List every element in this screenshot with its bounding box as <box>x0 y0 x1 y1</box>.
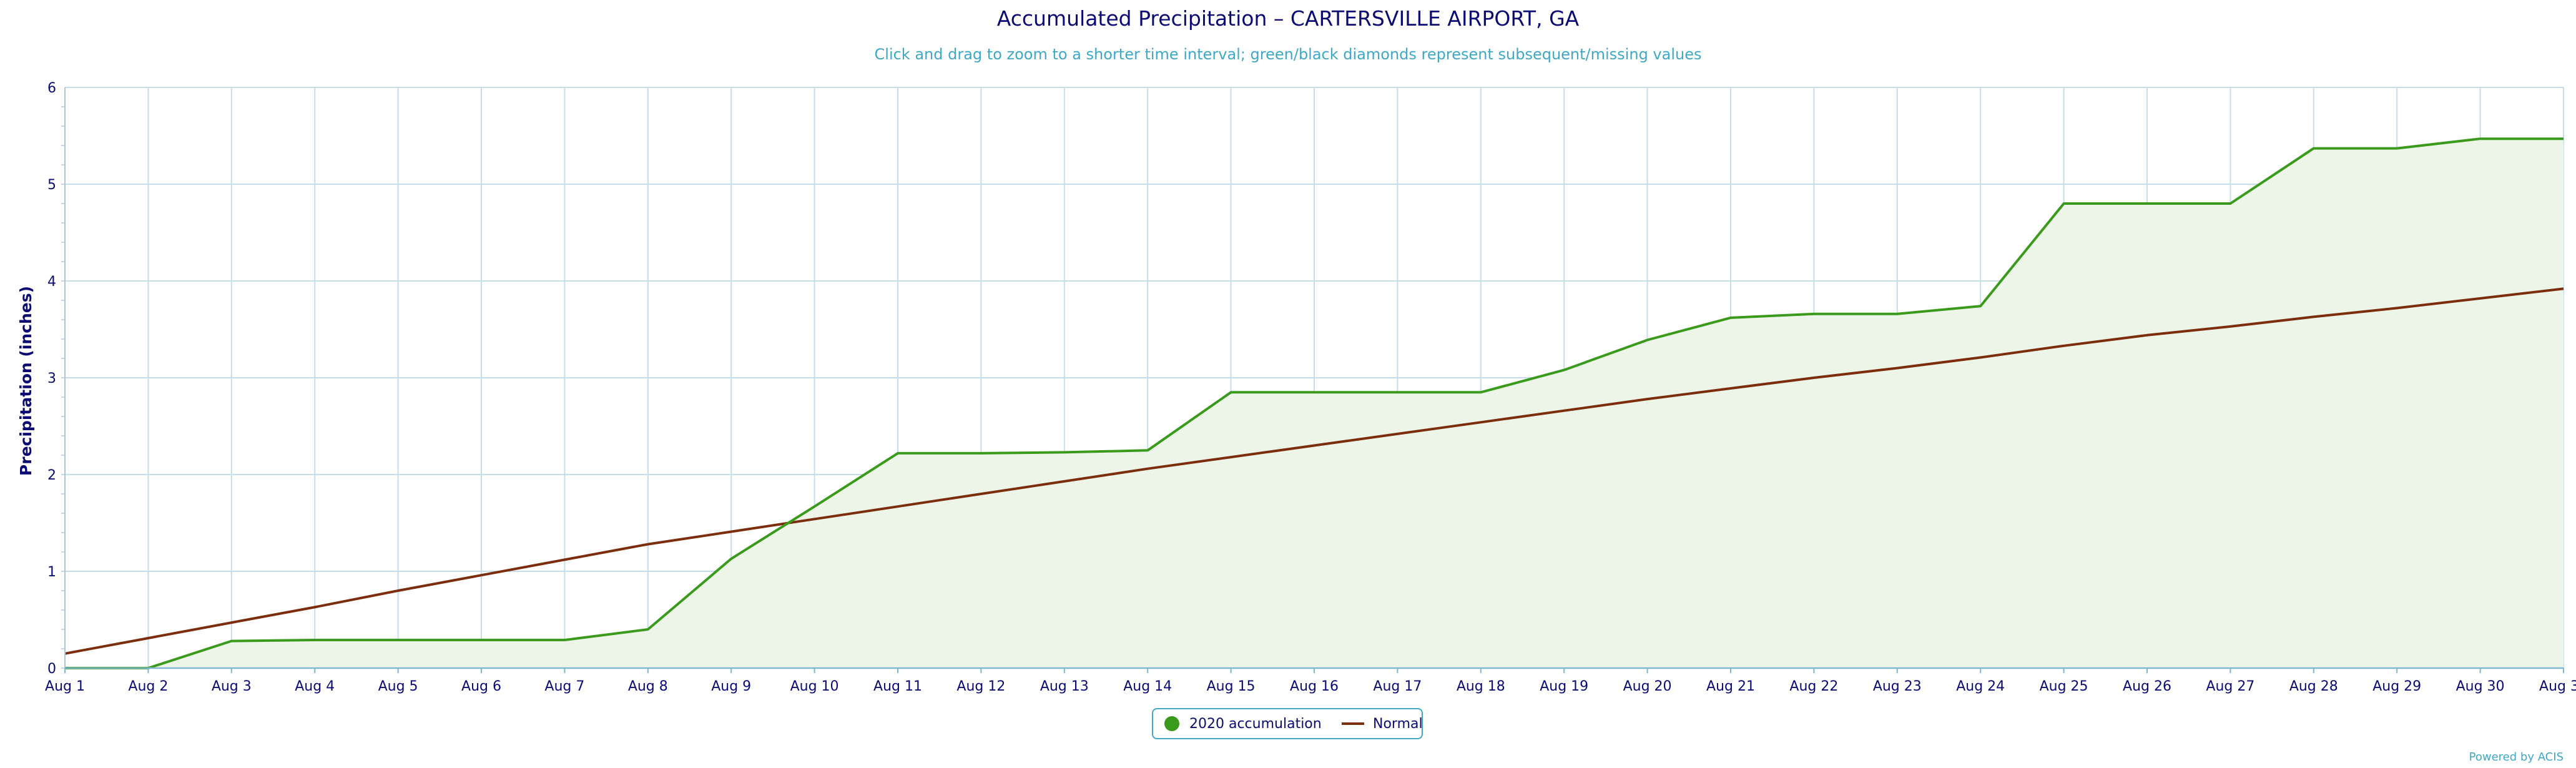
x-tick-label: Aug 18 <box>1457 679 1505 694</box>
x-tick-label: Aug 3 <box>212 679 252 694</box>
y-tick-label: 4 <box>47 274 56 290</box>
x-tick-label: Aug 11 <box>873 679 922 694</box>
x-tick-label: Aug 31 <box>2539 679 2576 694</box>
x-tick-label: Aug 17 <box>1373 679 1422 694</box>
x-tick-label: Aug 13 <box>1040 679 1089 694</box>
accumulation-line <box>65 137 2564 669</box>
y-tick-label: 2 <box>47 468 56 483</box>
x-tick-label: Aug 2 <box>128 679 168 694</box>
x-tick-label: Aug 10 <box>790 679 839 694</box>
x-tick-label: Aug 26 <box>2123 679 2171 694</box>
x-tick-label: Aug 8 <box>628 679 668 694</box>
legend-item-accumulation[interactable]: 2020 accumulation <box>1164 709 1322 738</box>
x-tick-label: Aug 27 <box>2206 679 2254 694</box>
x-tick-label: Aug 16 <box>1290 679 1339 694</box>
x-tick-label: Aug 20 <box>1623 679 1672 694</box>
x-tick-label: Aug 14 <box>1123 679 1172 694</box>
x-tick-label: Aug 1 <box>45 679 85 694</box>
y-tick-label: 0 <box>47 661 56 677</box>
y-tick-label: 3 <box>47 371 56 386</box>
x-tick-label: Aug 23 <box>1873 679 1922 694</box>
x-tick-label: Aug 12 <box>956 679 1005 694</box>
accumulation-area <box>65 139 2564 668</box>
legend-dot-icon <box>1164 716 1179 731</box>
legend[interactable]: 2020 accumulation Normal <box>1152 708 1423 739</box>
series-area <box>65 139 2564 668</box>
chart-title: Accumulated Precipitation – CARTERSVILLE… <box>996 6 1580 31</box>
legend-line-icon <box>1342 722 1364 725</box>
axes: 0 1 2 3 4 5 6 Aug 1 Aug 2 Aug 3 Aug 4 Aug 5 Aug 6 Aug… <box>45 81 2576 694</box>
legend-label-normal: Normal <box>1373 716 1423 732</box>
x-tick-label: Aug 22 <box>1789 679 1838 694</box>
x-tick-label: Aug 5 <box>378 679 418 694</box>
x-tick-label: Aug 24 <box>1956 679 2005 694</box>
normal-line <box>64 287 2564 655</box>
x-tick-label: Aug 9 <box>711 679 751 694</box>
x-tick-label: Aug 29 <box>2372 679 2421 694</box>
chart-subtitle: Click and drag to zoom to a shorter time… <box>874 46 1702 63</box>
y-tick-label: 1 <box>47 564 56 580</box>
y-axis-label: Precipitation (inches) <box>17 286 35 476</box>
x-tick-label: Aug 7 <box>544 679 584 694</box>
legend-label-accumulation: 2020 accumulation <box>1189 716 1322 732</box>
legend-item-normal[interactable]: Normal <box>1342 709 1423 738</box>
credit-link[interactable]: Powered by ACIS <box>2469 751 2564 764</box>
y-tick-label: 5 <box>47 177 56 193</box>
y-tick-label: 6 <box>47 81 56 96</box>
x-tick-label: Aug 21 <box>1706 679 1755 694</box>
series-lines <box>64 137 2564 669</box>
x-tick-label: Aug 6 <box>461 679 501 694</box>
x-tick-label: Aug 15 <box>1207 679 1256 694</box>
x-tick-label: Aug 19 <box>1540 679 1588 694</box>
x-tick-label: Aug 28 <box>2289 679 2338 694</box>
x-tick-label: Aug 30 <box>2456 679 2505 694</box>
x-tick-label: Aug 4 <box>295 679 335 694</box>
x-tick-label: Aug 25 <box>2040 679 2088 694</box>
